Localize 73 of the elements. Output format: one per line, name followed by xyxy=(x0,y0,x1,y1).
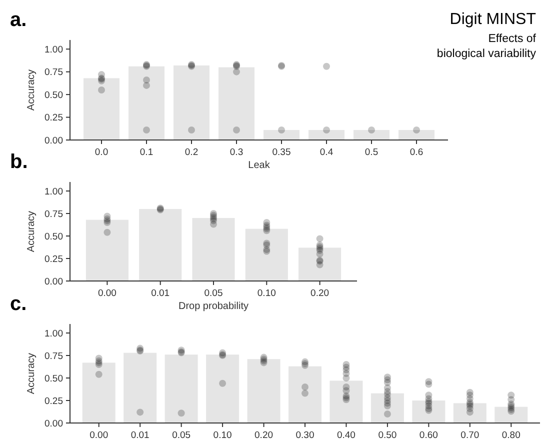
x-tick-label: 0.20 xyxy=(254,430,274,441)
y-axis-title: Accuracy xyxy=(26,69,37,111)
bar xyxy=(330,380,363,423)
bar xyxy=(308,130,344,140)
x-tick-label: 0.40 xyxy=(336,430,356,441)
bar xyxy=(245,228,288,281)
x-tick-label: 0.20 xyxy=(310,288,330,299)
y-tick-label: 0.00 xyxy=(44,276,63,288)
bar xyxy=(192,218,235,281)
y-axis-title: Accuracy xyxy=(26,210,37,252)
x-tick-label: 0.50 xyxy=(378,430,397,441)
bar xyxy=(288,366,322,423)
x-tick-label: 0.6 xyxy=(410,147,424,158)
x-tick-label: 0.70 xyxy=(460,430,480,441)
y-tick-label: 1.00 xyxy=(44,186,63,198)
y-tick-label: 0.00 xyxy=(44,418,63,430)
x-tick-label: 0.2 xyxy=(184,147,198,158)
bar xyxy=(139,209,182,281)
bar xyxy=(453,403,486,423)
x-tick-label: 0.00 xyxy=(90,430,108,441)
y-tick-label: 0.25 xyxy=(44,396,63,407)
y-tick-label: 1.00 xyxy=(44,44,63,56)
x-tick-label: 0.4 xyxy=(320,147,334,158)
y-tick-label: 0.25 xyxy=(44,112,63,124)
x-tick-label: 0.1 xyxy=(140,147,154,158)
y-tick-label: 0.75 xyxy=(44,208,63,220)
text: b. xyxy=(10,151,28,173)
bar xyxy=(164,354,198,423)
text: Effects of biological variability xyxy=(436,33,537,60)
bar xyxy=(298,248,342,281)
x-tick-label: 0.10 xyxy=(257,288,276,299)
bar xyxy=(370,393,404,423)
x-tick-label: 0.10 xyxy=(213,430,232,441)
x-tick-label: 0.05 xyxy=(204,288,223,299)
bar xyxy=(247,359,280,423)
bar xyxy=(218,67,254,140)
bar xyxy=(128,66,164,140)
bar xyxy=(86,220,128,281)
bar xyxy=(206,354,240,423)
bar xyxy=(398,130,434,140)
y-tick-label: 0.50 xyxy=(44,373,63,384)
x-tick-label: 0.0 xyxy=(94,147,108,158)
bar xyxy=(354,130,390,140)
x-tick-label: 0.01 xyxy=(151,288,170,299)
bar xyxy=(84,78,120,140)
bar xyxy=(412,400,446,423)
x-tick-label: 0.05 xyxy=(172,430,191,441)
x-tick-label: 0.80 xyxy=(502,430,520,441)
x-tick-label: 0.00 xyxy=(98,288,116,299)
y-tick-label: 1.00 xyxy=(44,328,63,340)
text: a. xyxy=(10,9,27,31)
y-tick-label: 0.75 xyxy=(44,350,63,362)
x-axis-title: Drop probability xyxy=(178,301,249,312)
text: c. xyxy=(10,293,27,315)
x-tick-label: 0.60 xyxy=(419,430,438,441)
bar xyxy=(82,362,116,423)
x-tick-label: 0.5 xyxy=(364,147,378,158)
y-tick-label: 0.75 xyxy=(44,67,63,78)
x-tick-label: 0.30 xyxy=(296,430,314,441)
x-tick-label: 0.3 xyxy=(230,147,244,158)
bar xyxy=(124,352,157,423)
bar xyxy=(174,65,210,140)
y-tick-label: 0.50 xyxy=(44,231,63,242)
bar xyxy=(264,130,300,140)
y-tick-label: 0.25 xyxy=(44,254,63,265)
x-tick-label: 0.01 xyxy=(130,430,150,441)
bar xyxy=(494,406,528,423)
y-axis-title: Accuracy xyxy=(26,352,37,394)
text: Digit MINST xyxy=(450,11,536,28)
y-tick-label: 0.00 xyxy=(44,135,63,146)
x-axis-title: Leak xyxy=(248,160,271,171)
x-tick-label: 0.35 xyxy=(272,147,291,158)
y-tick-label: 0.50 xyxy=(44,90,63,101)
